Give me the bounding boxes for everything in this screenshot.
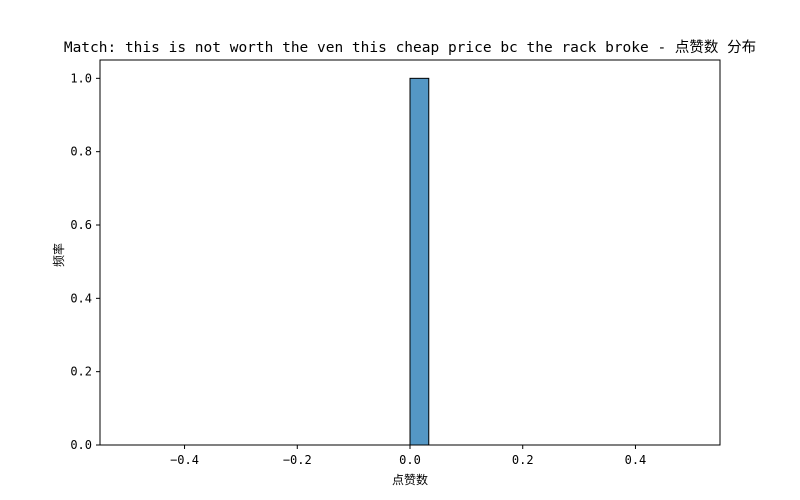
histogram-bar [409,77,430,446]
x-axis-label: 点赞数 [392,472,428,487]
chart-title: Match: this is not worth the ven this ch… [64,39,756,56]
x-tick-label: −0.2 [283,453,312,467]
x-tick-label: 0.4 [625,453,647,467]
x-tick-label: −0.4 [170,453,199,467]
x-tick-label: 0.2 [512,453,534,467]
y-tick-label: 0.4 [70,291,92,305]
y-tick-label: 1.0 [70,71,92,85]
y-tick-label: 0.0 [70,438,92,452]
y-tick-label: 0.2 [70,365,92,379]
x-tick-label: 0.0 [399,453,421,467]
plot-area: −0.4 −0.2 0.0 0.2 0.4 0.0 0.2 0.4 0.6 0.8 1.0 [70,59,721,467]
y-tick-label: 0.6 [70,218,92,232]
y-axis-label: 频率 [51,243,66,267]
y-tick-label: 0.8 [70,145,92,159]
